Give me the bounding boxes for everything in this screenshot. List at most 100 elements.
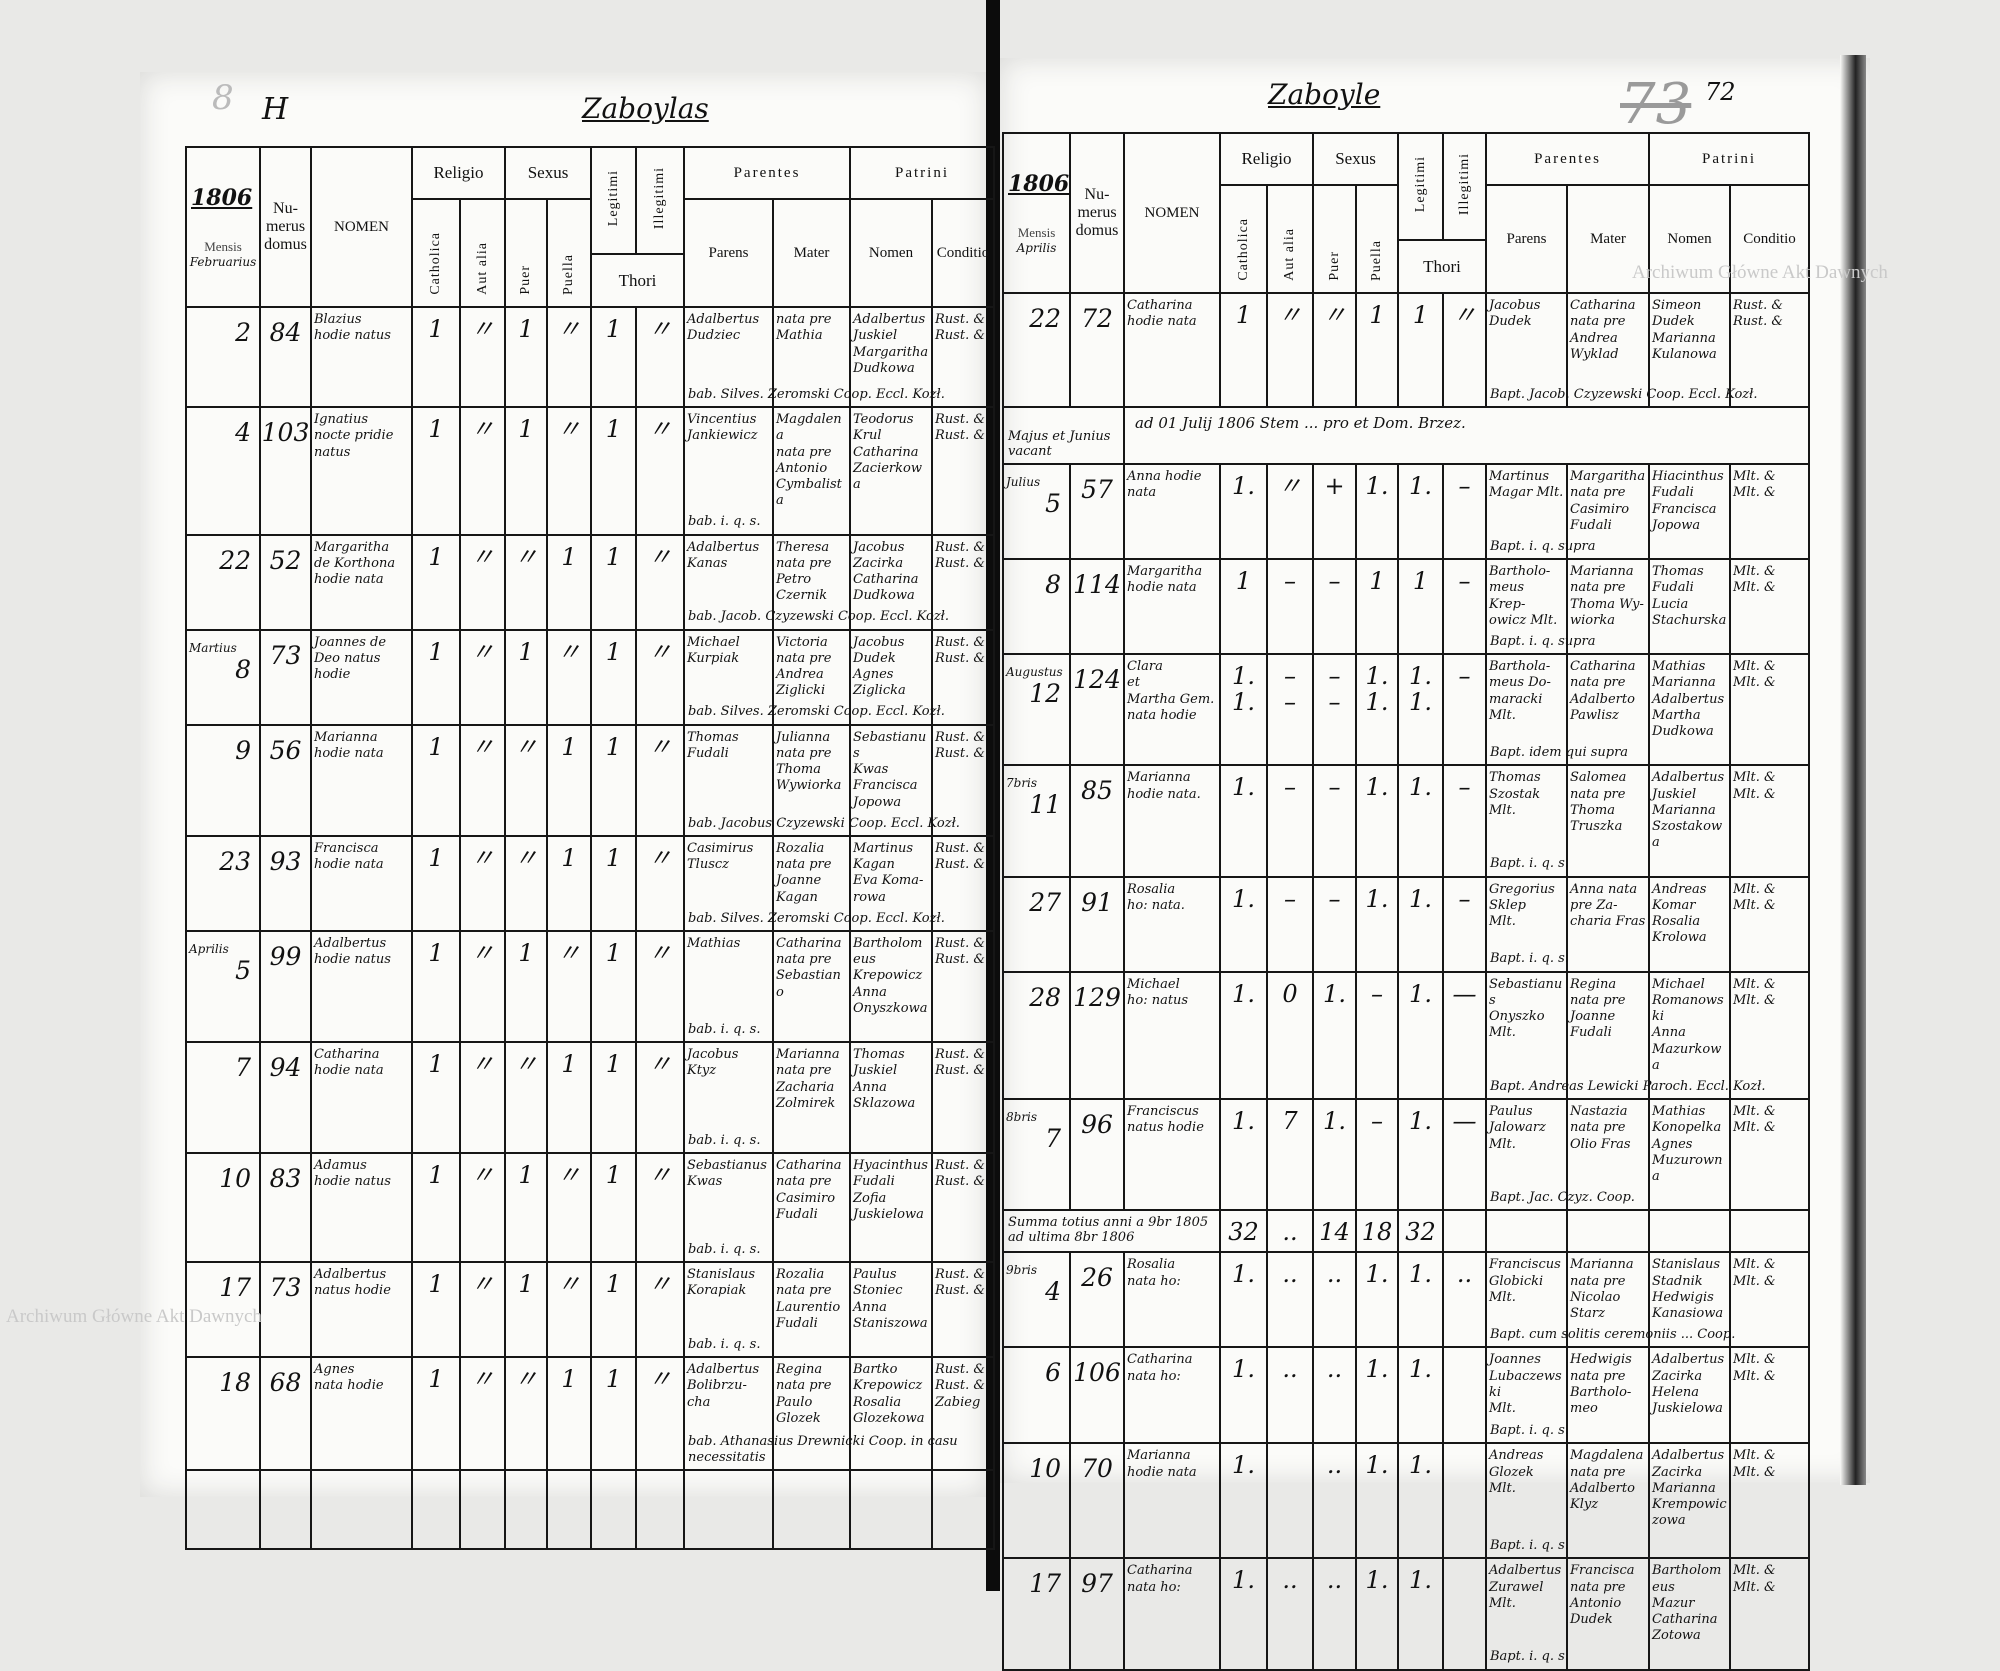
catholica-cell: 1.: [1219, 463, 1268, 560]
mater-cell: Magdalena nata pre Adalberto Klyz: [1565, 1442, 1651, 1560]
legitimi-cell: 1: [590, 533, 637, 631]
empty-cell: [310, 1469, 413, 1550]
note-cell: ad 01 Julij 1806 Stem ... pro et Dom. Br…: [1122, 406, 1811, 465]
illegitimi-cell: —: [1442, 1097, 1487, 1212]
catholica-cell: 1.: [1219, 1251, 1268, 1349]
aut-alia-cell: 〃: [1266, 463, 1314, 560]
aut-alia-cell: –: [1266, 764, 1314, 878]
day-number: 23: [219, 846, 251, 876]
legitimi-cell: 1.: [1397, 1251, 1444, 1349]
illegitimi-cell: [1442, 1442, 1487, 1560]
house-number: 94: [259, 1041, 312, 1154]
mater-cell: Julianna nata pre Thoma Wywiorka: [771, 723, 852, 837]
day-cell: 6: [1002, 1346, 1071, 1445]
register-row: 8 114 Margaritha hodie nata 1– –1 1– Bartholo-…: [1002, 558, 1811, 655]
day-cell: Julius 5: [1002, 463, 1071, 560]
aut-alia-cell: 〃: [459, 723, 506, 837]
patrini-cell: Hyacinthus Fudali Zofia Juskielowa: [849, 1152, 934, 1263]
nomen-cell: Catharina nata ho:: [1123, 1346, 1221, 1445]
mater-cell: Catharina nata pre Casimiro Fudali: [771, 1152, 852, 1263]
month-label: Aprilis: [189, 941, 229, 956]
sexus-header: Sexus: [504, 146, 592, 200]
parens-text: Mathias: [687, 935, 741, 951]
nomen-cell: Marianna hodie nata: [310, 723, 413, 837]
house-number: 96: [1069, 1097, 1125, 1212]
parens-header: Parens: [683, 198, 774, 308]
month-label: Martius: [189, 640, 237, 655]
aut-alia-cell: 〃: [459, 306, 506, 408]
illegitimi-cell: 〃: [635, 1152, 685, 1263]
day-number: 10: [219, 1164, 251, 1193]
conditio-cell: Rust. & Rust. &: [931, 834, 996, 932]
register-row: 8bris 7 96 Franciscus natus hodie 1. 7 1. –1. — P…: [1002, 1097, 1811, 1212]
conditio-cell: Rust. & Rust. &: [931, 929, 996, 1044]
register-row: Augustus 12 124 Clara et Martha Gem. nata h…: [1002, 652, 1811, 767]
aut_alia-label: Aut alia: [1282, 228, 1297, 281]
catholica-cell: 1: [411, 834, 461, 932]
parens-text: Gregorius Sklep Mlt.: [1489, 881, 1555, 930]
nomen-header: NOMEN: [1123, 132, 1221, 294]
puella-cell: 1: [1355, 292, 1399, 408]
mater-cell: Regina nata pre Paulo Glozek: [771, 1356, 852, 1471]
month-label: Augustus: [1006, 665, 1063, 679]
house-number: 85: [1069, 764, 1125, 878]
empty-cell: [590, 1469, 637, 1550]
header-month: Aprilis: [1016, 241, 1057, 255]
mater-cell: Rozalia nata pre Joanne Kagan: [771, 834, 852, 932]
illegitimi-cell: –: [1442, 463, 1487, 560]
patrini-cell: Teodorus Krul Catharina Zacierkowa: [849, 406, 934, 536]
puer-cell: –: [1312, 875, 1357, 973]
page-mark: H: [262, 92, 289, 127]
empty-cell: [1565, 1209, 1651, 1254]
puer-cell: ..: [1312, 1346, 1357, 1445]
illegitimi-label: Illegitimi: [652, 166, 667, 230]
puer-cell: 1.: [1312, 1097, 1357, 1212]
mater-cell: Catharina nata pre Adalberto Pawlisz: [1565, 652, 1651, 767]
register-row: 22 52 Margaritha de Korthona hodie nata 1 〃〃…: [185, 533, 996, 631]
conditio-header: Conditio: [931, 198, 996, 308]
house-number: 57: [1069, 463, 1125, 560]
puer-cell: 1: [504, 628, 548, 726]
parens-cell: Adalbertus Kanas bab. Jacob. Czyzewski Co…: [683, 533, 949, 631]
house-number: 52: [259, 533, 312, 631]
empty-cell: [546, 1469, 592, 1550]
religio-header: Religio: [411, 146, 506, 200]
parens-cell: Franciscus Globicki Mlt. Bapt. cum soliti…: [1485, 1251, 1735, 1349]
mater-header: Mater: [1565, 184, 1651, 294]
patrini-cell: Adalbertus Juskiel Marianna Szostakowa: [1648, 764, 1732, 878]
illegitimi-cell: 〃: [635, 723, 685, 837]
parens-cell: Thomas Fudali bab. Jacobus Czyzewski Coop…: [683, 723, 960, 837]
nomen-header: NOMEN: [310, 146, 413, 308]
empty-cell: [771, 1469, 852, 1550]
register-row: 7bris 11 85 Marianna hodie nata. 1. – –1. 1. – Th…: [1002, 764, 1811, 878]
house-number: 91: [1069, 875, 1125, 973]
puella-cell: 1: [546, 1041, 592, 1154]
month-label: 8bris: [1006, 1110, 1038, 1124]
summary-aut-alia: ..: [1266, 1209, 1314, 1254]
aut_alia-label: Aut alia: [474, 242, 490, 295]
catholica-label: Catholica: [1235, 218, 1251, 281]
nomen-cell: Adalbertus natus hodie: [310, 1261, 413, 1358]
empty-cell: [185, 1469, 261, 1550]
mater-header: Mater: [771, 198, 852, 308]
parens-text: Casimirus Tluscz: [687, 840, 754, 872]
register-row: 17 73 Adalbertus natus hodie 1 〃 1 〃 1 〃 Stanisla…: [185, 1261, 996, 1358]
legitimi-cell: 1.: [1397, 1346, 1444, 1445]
parens-text: Joannes Lubaczewski Mlt.: [1489, 1352, 1562, 1416]
catholica-label: Catholica: [428, 232, 443, 295]
month-label: 9bris: [1006, 1263, 1038, 1278]
parens-cell: Mathias bab. i. q. s.: [683, 929, 774, 1044]
house-number: 114: [1069, 558, 1125, 655]
nomen-cell: Rosalia nata ho:: [1123, 1251, 1221, 1349]
day-number: 8: [1045, 570, 1061, 599]
conditio-cell: Rust. & Rust. &: [931, 628, 996, 726]
puer-cell: ..: [1312, 1442, 1357, 1560]
parens-cell: Martinus Magar Mlt. Bapt. i. q. supra: [1485, 463, 1595, 560]
patrini-cell: Adalbertus Juskiel Margaritha Dudkowa: [849, 306, 934, 408]
aut-alia-cell: 〃: [459, 1152, 506, 1263]
parens-text: Andreas Glozek Mlt.: [1489, 1448, 1544, 1496]
register-row: 23 93 Francisca hodie nata 1 〃〃 1 1 〃 Casimirus …: [185, 834, 996, 932]
aut-alia-cell: [1266, 1442, 1314, 1560]
empty-cell: [1485, 1209, 1568, 1254]
day-number: 18: [219, 1368, 251, 1397]
